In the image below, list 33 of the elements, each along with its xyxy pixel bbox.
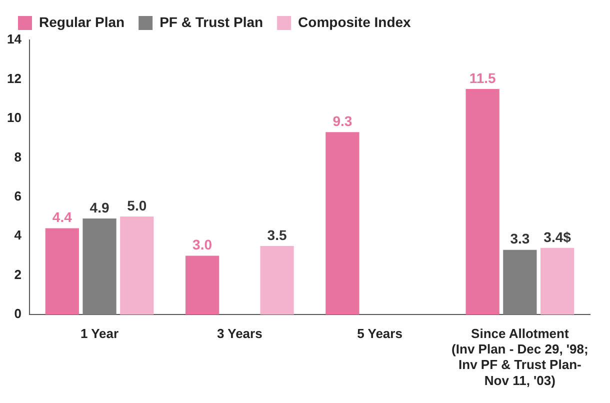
data-label: 3.5 (267, 226, 287, 243)
data-label: 9.3 (332, 113, 352, 130)
data-label: 3.0 (192, 236, 212, 253)
data-label: 4.9 (90, 199, 110, 216)
x-tick-label: 1 Year (80, 326, 119, 341)
y-tick-label: 6 (14, 188, 22, 204)
bar (82, 218, 116, 315)
y-tick-label: 10 (6, 110, 22, 126)
data-label: 3.4$ (544, 228, 572, 245)
x-tick-label: 3 Years (217, 326, 262, 341)
legend-label: PF & Trust Plan (160, 14, 264, 30)
bar (260, 246, 294, 315)
legend-label: Regular Plan (39, 14, 125, 30)
data-label: 3.3 (510, 230, 530, 247)
bar (503, 250, 537, 315)
y-tick-label: 12 (6, 70, 22, 86)
x-tick-label: Since Allotment (Inv Plan - Dec 29, '98; Inv PF & Trust Plan- Nov 11, '03) (452, 326, 588, 388)
x-tick-label: 5 Years (357, 326, 402, 341)
bar (120, 216, 154, 315)
bar (540, 248, 574, 315)
legend-label: Composite Index (298, 14, 412, 30)
y-tick-label: 4 (14, 228, 22, 243)
data-label: 4.4 (52, 209, 72, 226)
bar (466, 89, 500, 315)
y-tick-label: 14 (6, 32, 22, 47)
y-tick-label: 8 (14, 149, 22, 164)
bar (185, 256, 220, 315)
bar (326, 132, 360, 315)
bar (45, 228, 79, 315)
y-tick-label: 0 (14, 306, 22, 322)
data-label: 5.0 (127, 197, 147, 214)
data-label: 11.5 (469, 70, 496, 86)
y-tick-label: 2 (14, 266, 22, 282)
